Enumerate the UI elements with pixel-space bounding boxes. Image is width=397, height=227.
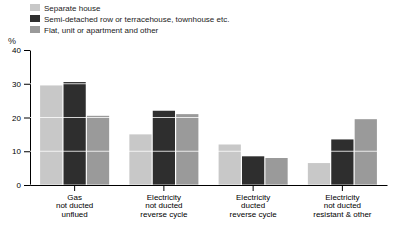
y-tick-label: 40 — [12, 46, 21, 55]
x-tick-mark — [163, 185, 164, 191]
y-tick-label: 20 — [12, 114, 21, 123]
bar — [242, 156, 264, 185]
x-tick-label: Electricitynot ductedresistant & other — [313, 193, 372, 220]
y-tick-mark — [24, 185, 30, 186]
legend-swatch — [30, 15, 40, 22]
x-tick-label-line: not ducted — [145, 201, 182, 210]
y-tick-label: 10 — [12, 147, 21, 156]
y-axis: 0 10 20 30 40 — [12, 46, 30, 190]
x-tick: Electricitynot ductedreverse cycle — [140, 185, 188, 219]
x-tick-label-line: resistant & other — [313, 210, 372, 219]
x-tick-label: Gasnot ductedunflued — [56, 193, 93, 220]
bar — [219, 145, 241, 186]
x-tick-mark — [342, 185, 343, 191]
y-axis-line — [24, 51, 31, 186]
grid-line — [30, 151, 387, 152]
grid-line — [30, 83, 387, 84]
bar — [87, 116, 109, 185]
y-tick: 20 — [12, 114, 30, 123]
bar — [176, 114, 198, 185]
bar — [64, 82, 86, 185]
bar — [265, 158, 287, 185]
bar-series — [64, 82, 354, 185]
x-tick: Electricitynot ductedresistant & other — [313, 185, 372, 219]
bar — [40, 85, 62, 185]
legend-label: Flat, unit or apartment and other — [44, 26, 159, 35]
x-tick-label-line: reverse cycle — [140, 210, 188, 219]
grid-line — [30, 50, 387, 51]
bar — [153, 111, 175, 185]
x-tick-label: Electricityductedreverse cycle — [230, 193, 278, 220]
x-tick: Gasnot ductedunflued — [56, 185, 93, 219]
legend-swatch — [30, 26, 40, 33]
grid — [30, 50, 387, 185]
x-tick-mark — [253, 185, 254, 191]
legend-item: Flat, unit or apartment and other — [30, 26, 159, 35]
bar — [355, 119, 377, 185]
y-tick: 0 — [17, 181, 30, 190]
y-tick: 30 — [12, 80, 30, 89]
y-tick-mark — [24, 151, 30, 152]
plot-area — [30, 50, 387, 185]
y-tick-mark — [24, 84, 30, 85]
x-tick: Electricityductedreverse cycle — [230, 185, 278, 219]
y-tick-label: 30 — [12, 80, 21, 89]
x-tick-mark — [74, 185, 75, 191]
chart: Separate house Semi-detached row or terra… — [0, 0, 397, 227]
y-tick-mark — [24, 118, 30, 119]
x-tick-label-line: Gas — [67, 193, 82, 202]
x-tick-label-line: reverse cycle — [230, 210, 278, 219]
bar — [308, 163, 330, 185]
x-tick-label-line: Electricity — [325, 193, 359, 202]
x-tick-label-line: ducted — [241, 201, 265, 210]
legend-label: Separate house — [44, 4, 101, 13]
x-tick-label: Electricitynot ductedreverse cycle — [140, 193, 188, 220]
legend: Separate house Semi-detached row or terra… — [30, 4, 229, 35]
legend-item: Separate house — [30, 4, 101, 13]
bar — [331, 139, 353, 185]
legend-swatch — [30, 4, 40, 11]
x-tick-label-line: not ducted — [56, 201, 93, 210]
y-tick: 40 — [12, 46, 30, 55]
y-axis-label: % — [8, 36, 16, 46]
x-tick-label-line: Electricity — [147, 193, 181, 202]
y-tick-label: 0 — [17, 181, 22, 190]
x-tick-label-line: Electricity — [236, 193, 270, 202]
y-tick-mark — [24, 50, 30, 51]
x-tick-label-line: unflued — [62, 210, 88, 219]
x-axis: Gasnot ductedunfluedElectricitynot ducte… — [31, 185, 388, 219]
bar — [129, 134, 151, 185]
x-axis-line — [31, 185, 388, 186]
x-tick-label-line: not ducted — [324, 201, 361, 210]
y-tick: 10 — [12, 147, 30, 156]
grid-line — [30, 117, 387, 118]
legend-item: Semi-detached row or terracehouse, townh… — [30, 15, 229, 24]
grid-line — [30, 185, 387, 186]
legend-label: Semi-detached row or terracehouse, townh… — [44, 15, 229, 24]
bar-series — [87, 114, 377, 185]
